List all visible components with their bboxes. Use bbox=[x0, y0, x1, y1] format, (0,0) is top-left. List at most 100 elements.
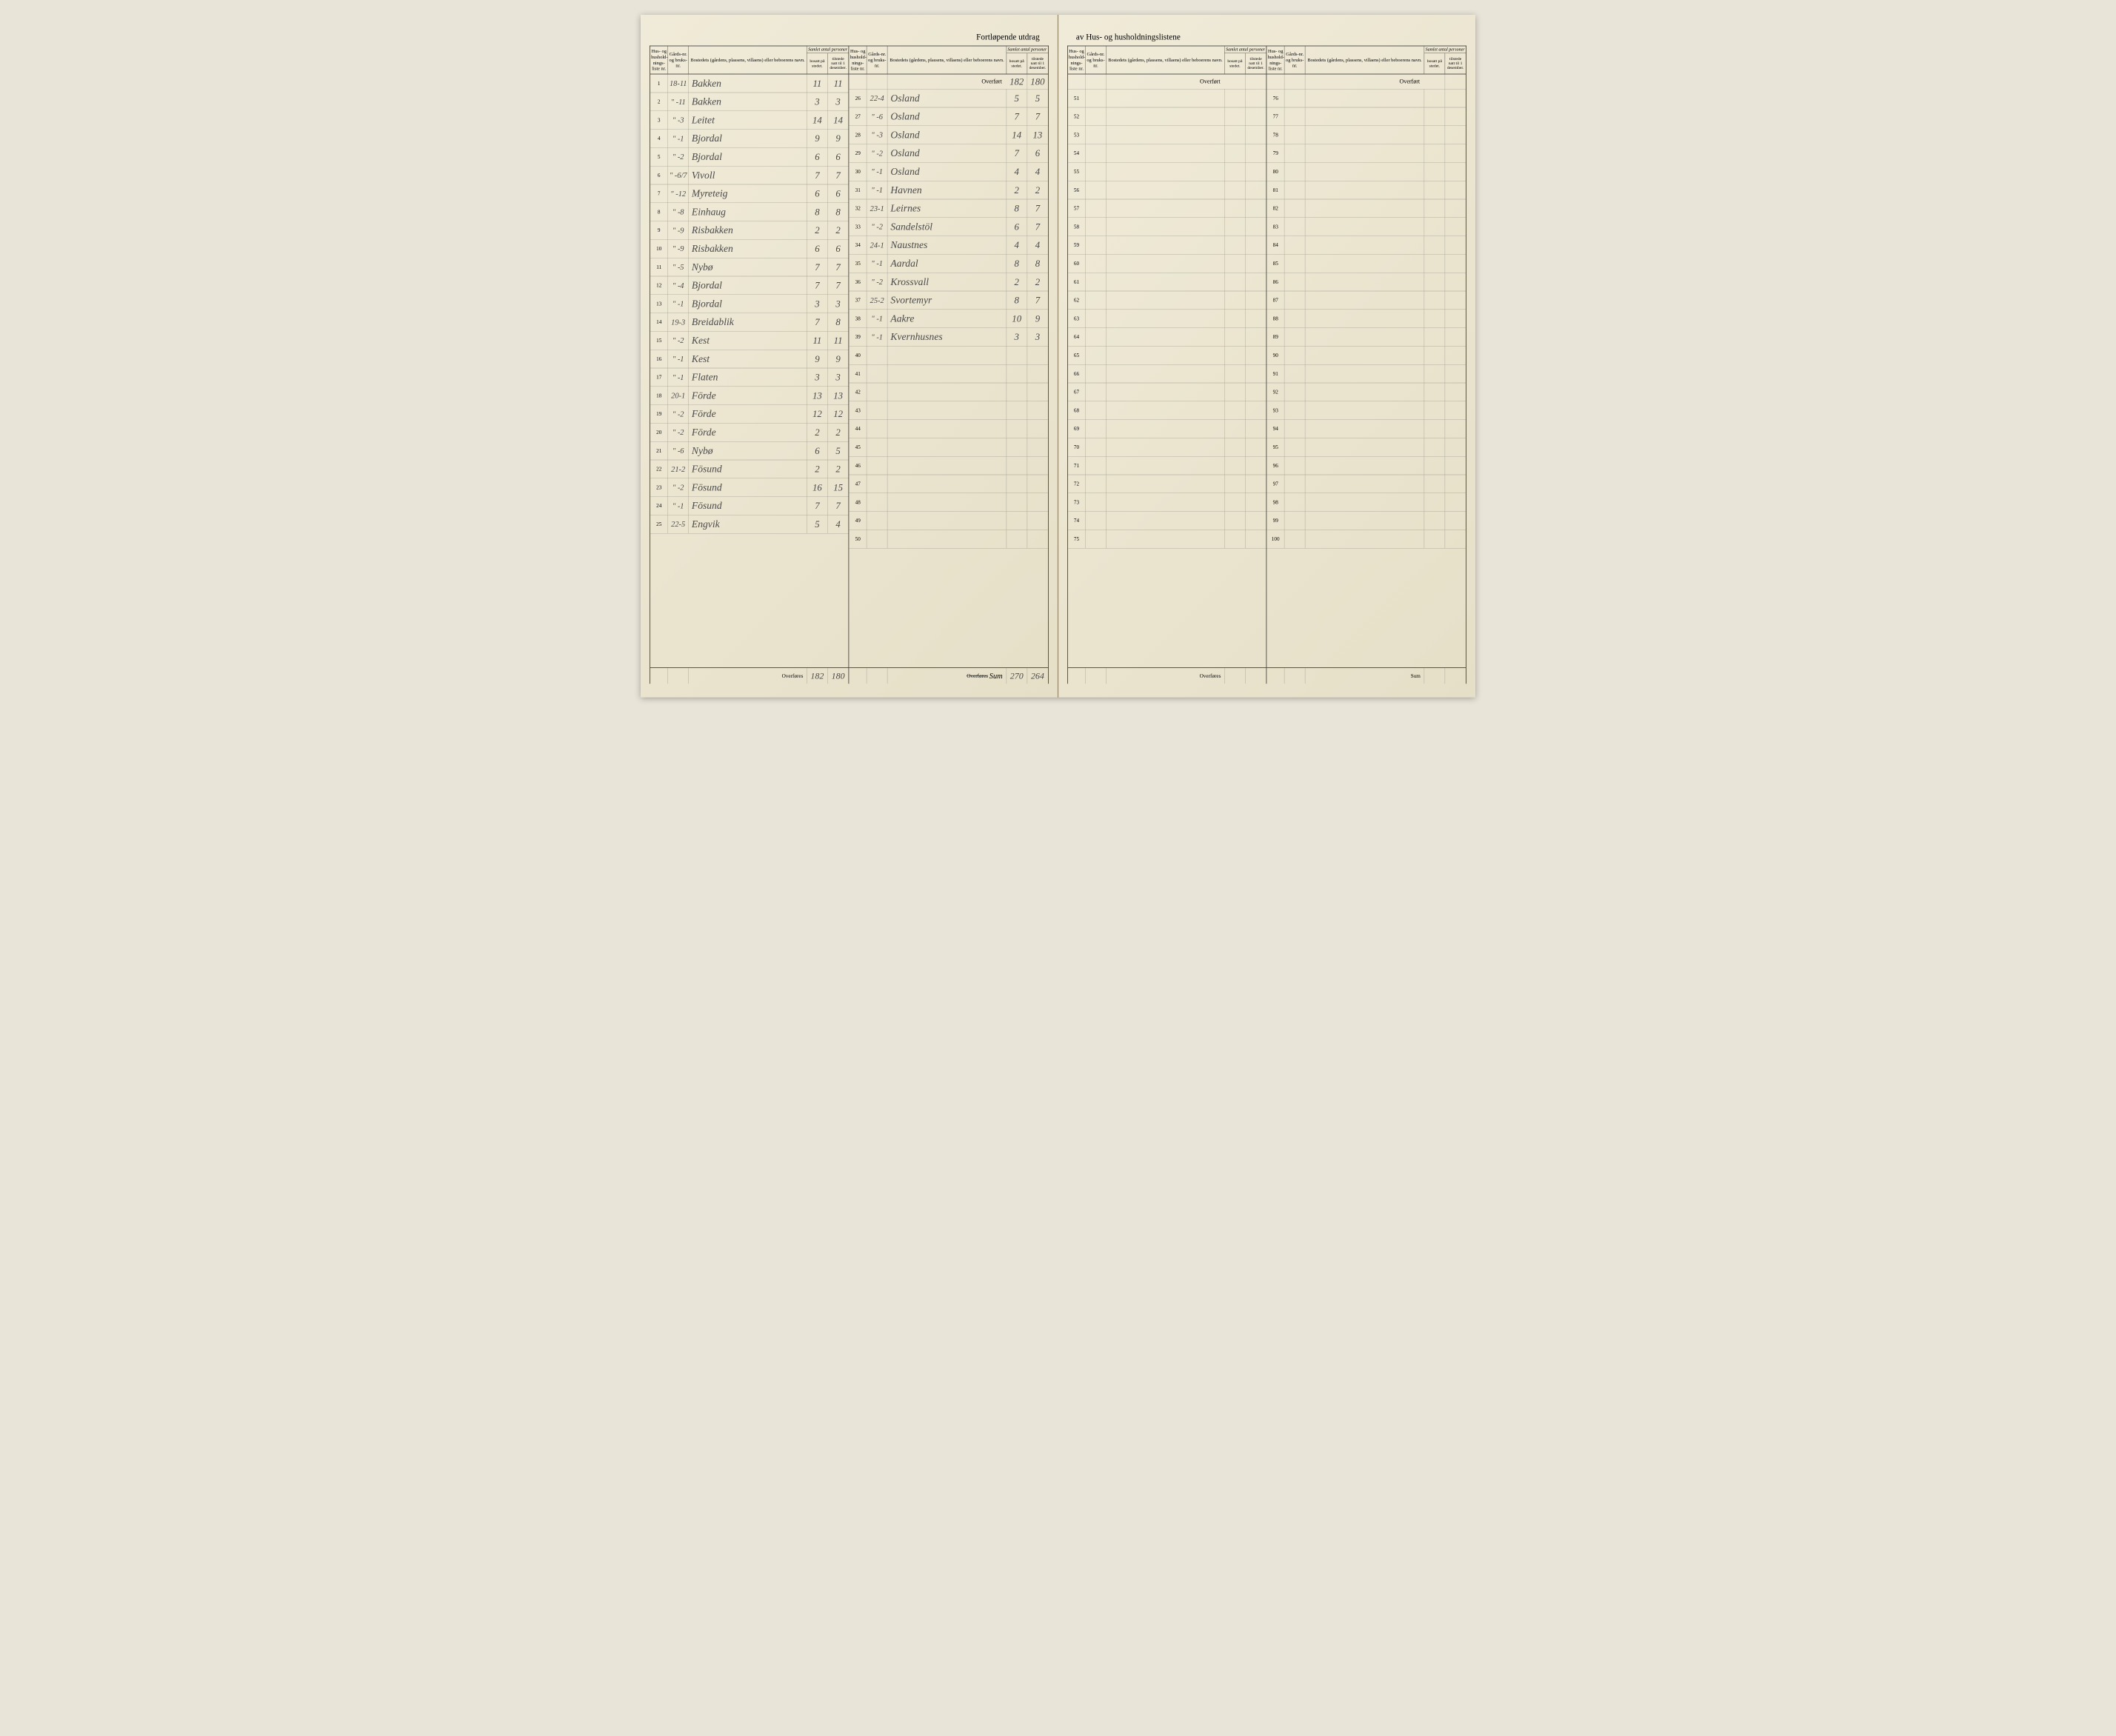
th-name: Bostedets (gårdens, plassens, villaens) … bbox=[1107, 46, 1225, 73]
cell-liste: 98 bbox=[1266, 493, 1284, 511]
cell-tilstede bbox=[1027, 420, 1048, 438]
cell-gard: " -2 bbox=[668, 332, 689, 350]
cell-bosatt: 7 bbox=[807, 313, 828, 331]
cell-bosatt bbox=[1225, 364, 1246, 382]
table-row: 49 bbox=[849, 512, 1047, 530]
cell-bosatt bbox=[1424, 475, 1445, 493]
cell-tilstede bbox=[1445, 89, 1466, 107]
table-row: 93 bbox=[1266, 401, 1466, 420]
cell-name: Vivoll bbox=[689, 166, 807, 184]
cell-bosatt bbox=[1424, 420, 1445, 438]
cell-tilstede bbox=[1246, 273, 1266, 290]
cell-liste: 54 bbox=[1068, 144, 1086, 162]
cell-bosatt bbox=[1225, 181, 1246, 198]
footer-row: Overføres bbox=[1068, 667, 1266, 684]
cell-tilstede bbox=[1445, 475, 1466, 493]
overfort-tilstede: 180 bbox=[1027, 74, 1048, 89]
cell-tilstede: 9 bbox=[1027, 310, 1048, 327]
cell-tilstede bbox=[1246, 310, 1266, 327]
table-row: 36" -2Krossvall22 bbox=[849, 273, 1047, 291]
cell-name: Förde bbox=[689, 387, 807, 404]
cell-name: Nybø bbox=[689, 258, 807, 276]
cell-gard: " -2 bbox=[867, 144, 887, 162]
table-row: 92 bbox=[1266, 383, 1466, 401]
table-row: 41 bbox=[849, 364, 1047, 383]
cell-liste: 100 bbox=[1266, 530, 1284, 548]
cell-liste: 3 bbox=[650, 111, 668, 129]
cell-gard bbox=[1284, 255, 1305, 273]
cell-bosatt bbox=[1007, 364, 1027, 382]
overfores-label: Overføres bbox=[689, 668, 807, 684]
table-row: 91 bbox=[1266, 364, 1466, 383]
cell-bosatt bbox=[1007, 530, 1027, 548]
cell-tilstede bbox=[1445, 291, 1466, 309]
cell-liste: 11 bbox=[650, 258, 668, 276]
cell-name bbox=[887, 420, 1007, 438]
cell-tilstede bbox=[1246, 364, 1266, 382]
sum-label: Sum bbox=[1305, 668, 1424, 684]
cell-gard: " -2 bbox=[668, 424, 689, 441]
cell-liste: 28 bbox=[849, 126, 867, 144]
cell-tilstede bbox=[1445, 420, 1466, 438]
footer-tilstede: 264 bbox=[1027, 668, 1048, 684]
cell-liste: 60 bbox=[1068, 255, 1086, 273]
left-header: Fortløpende utdrag bbox=[650, 33, 1049, 42]
cell-gard: " -6 bbox=[867, 107, 887, 125]
overfort-label: Overført bbox=[887, 79, 1007, 85]
cell-tilstede: 7 bbox=[1027, 107, 1048, 125]
cell-bosatt: 2 bbox=[807, 460, 828, 478]
cell-liste: 97 bbox=[1266, 475, 1284, 493]
cell-bosatt: 9 bbox=[807, 350, 828, 367]
cell-liste: 79 bbox=[1266, 144, 1284, 162]
cell-tilstede: 4 bbox=[1027, 236, 1048, 254]
th-tilstede: tilstede natt til 1 desember. bbox=[1246, 53, 1266, 74]
cell-bosatt bbox=[1225, 89, 1246, 107]
cell-tilstede: 3 bbox=[828, 295, 849, 313]
cell-tilstede: 7 bbox=[828, 258, 849, 276]
cell-gard bbox=[1284, 181, 1305, 198]
cell-liste: 71 bbox=[1068, 456, 1086, 474]
table-row: 31" -1Havnen22 bbox=[849, 181, 1047, 199]
cell-bosatt bbox=[1424, 456, 1445, 474]
cell-tilstede bbox=[1445, 107, 1466, 125]
cell-bosatt: 8 bbox=[807, 203, 828, 221]
cell-name bbox=[1305, 310, 1424, 327]
cell-gard bbox=[867, 420, 887, 438]
table-row: 6" -6/7Vivoll77 bbox=[650, 166, 849, 184]
cell-name bbox=[887, 530, 1007, 548]
table-row: 64 bbox=[1068, 328, 1266, 347]
cell-liste: 64 bbox=[1068, 328, 1086, 346]
cell-gard: 25-2 bbox=[867, 291, 887, 309]
table-row: 3725-2Svortemyr87 bbox=[849, 291, 1047, 310]
table-row: 84 bbox=[1266, 236, 1466, 255]
cell-liste: 91 bbox=[1266, 364, 1284, 382]
sum-handwritten: Sum bbox=[989, 672, 1003, 681]
left-page: Fortløpende utdrag Hus- og hushold-nings… bbox=[641, 15, 1058, 698]
cell-tilstede bbox=[1246, 475, 1266, 493]
cell-liste: 20 bbox=[650, 424, 668, 441]
cell-gard bbox=[867, 347, 887, 364]
table-row: 27" -6Osland77 bbox=[849, 107, 1047, 126]
cell-bosatt bbox=[1424, 291, 1445, 309]
cell-tilstede: 6 bbox=[1027, 144, 1048, 162]
cell-gard bbox=[1086, 364, 1107, 382]
cell-name: Krossvall bbox=[887, 273, 1007, 290]
footer-row: Sum bbox=[1266, 667, 1466, 684]
cell-bosatt: 10 bbox=[1007, 310, 1027, 327]
cell-tilstede bbox=[1445, 383, 1466, 401]
cell-gard bbox=[1284, 530, 1305, 548]
cell-name bbox=[1305, 475, 1424, 493]
cell-bosatt: 2 bbox=[1007, 273, 1027, 290]
table-row: 57 bbox=[1068, 199, 1266, 218]
table-row: 2522-5Engvik54 bbox=[650, 515, 849, 534]
table-row: 39" -1Kvernhusnes33 bbox=[849, 328, 1047, 347]
cell-bosatt: 11 bbox=[807, 74, 828, 92]
table-row: 61 bbox=[1068, 273, 1266, 291]
overfort-row: Overført bbox=[1266, 74, 1466, 89]
cell-gard bbox=[1086, 493, 1107, 511]
cell-name bbox=[1107, 328, 1225, 346]
table-row: 48 bbox=[849, 493, 1047, 512]
cell-gard bbox=[1284, 310, 1305, 327]
cell-bosatt bbox=[1225, 347, 1246, 364]
cell-name: Osland bbox=[887, 144, 1007, 162]
